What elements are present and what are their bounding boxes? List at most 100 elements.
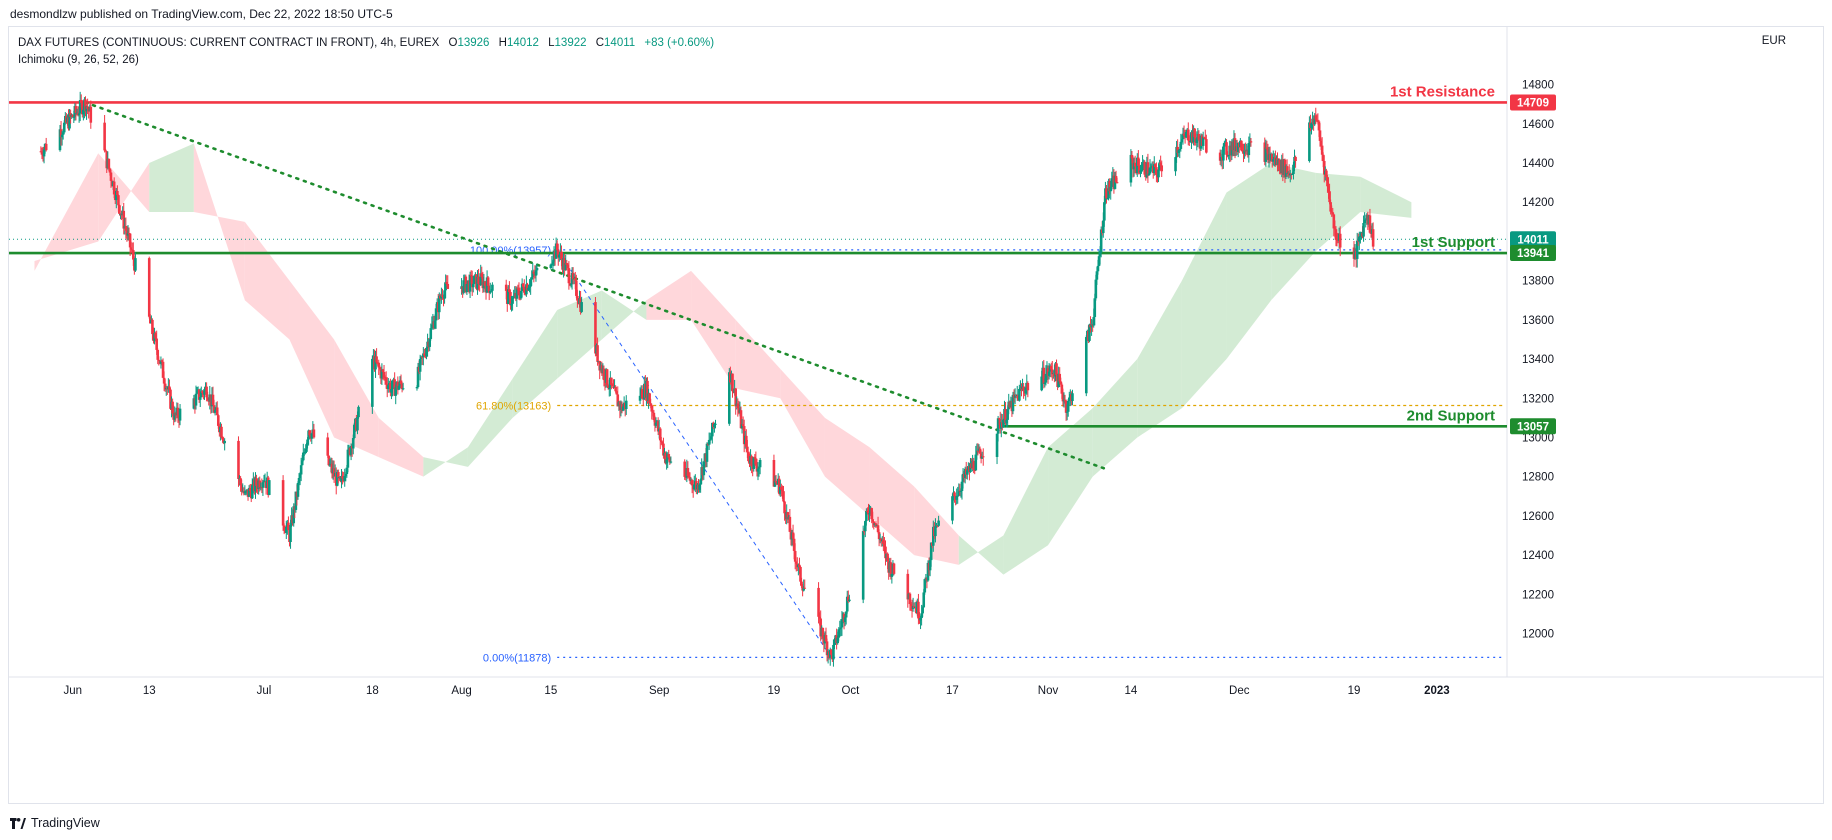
candle-bear bbox=[1055, 363, 1058, 376]
candle-bear bbox=[1314, 115, 1318, 120]
cloud-segment bbox=[467, 378, 513, 467]
candle-bull bbox=[1264, 147, 1268, 162]
candle-bear bbox=[648, 393, 651, 404]
time-tick-label: Jul bbox=[257, 685, 272, 697]
candle-bull bbox=[68, 113, 71, 129]
candle-bull bbox=[527, 287, 530, 291]
cloud-segment bbox=[958, 535, 1004, 575]
symbol-name[interactable]: DAX FUTURES (CONTINUOUS: CURRENT CONTRAC… bbox=[18, 37, 440, 49]
candle-bull bbox=[1097, 256, 1101, 266]
candle-bear bbox=[602, 368, 606, 381]
candle-bull bbox=[1362, 223, 1365, 237]
candle-bull bbox=[1067, 397, 1071, 401]
candle-bear bbox=[555, 243, 559, 251]
candle-bear bbox=[400, 384, 404, 390]
candle-bear bbox=[112, 181, 116, 195]
candle-bull bbox=[488, 291, 492, 293]
candle-bull bbox=[213, 410, 217, 413]
candle-bear bbox=[237, 440, 240, 480]
candle-bull bbox=[1157, 169, 1160, 178]
candle-bull bbox=[294, 491, 298, 510]
candle-bull bbox=[951, 496, 954, 521]
price-tick-label: 12000 bbox=[1522, 628, 1554, 640]
candle-bull bbox=[1094, 279, 1098, 299]
price-tag-label: 13941 bbox=[1517, 248, 1550, 260]
candle-bull bbox=[126, 233, 130, 236]
candle-bull bbox=[195, 390, 199, 394]
candle-bear bbox=[736, 403, 740, 409]
cloud-segment bbox=[1003, 447, 1049, 575]
candle-bear bbox=[156, 349, 160, 360]
candle-bull bbox=[250, 485, 254, 499]
currency-label[interactable]: EUR bbox=[1761, 35, 1786, 47]
candle-bull bbox=[1065, 411, 1069, 413]
candle-bull bbox=[569, 284, 573, 286]
cloud-segment bbox=[1226, 163, 1272, 360]
cloud-segment bbox=[1048, 408, 1093, 546]
candle-bear bbox=[1146, 162, 1150, 176]
candle-bear bbox=[1143, 161, 1147, 175]
fib-level-label: 0.00%(11878) bbox=[483, 652, 551, 664]
candle-bear bbox=[821, 627, 825, 639]
candle-bear bbox=[197, 389, 201, 400]
cloud-segment bbox=[557, 290, 602, 379]
candle-bull bbox=[1364, 219, 1367, 221]
price-tick-label: 13800 bbox=[1522, 276, 1554, 288]
cloud-segment bbox=[869, 447, 915, 556]
candle-bear bbox=[117, 195, 120, 206]
candle-bull bbox=[529, 279, 532, 287]
indicator-row[interactable]: Ichimoku (9, 26, 52, 26) bbox=[18, 52, 714, 69]
candle-bear bbox=[332, 468, 336, 477]
candle-bear bbox=[59, 129, 63, 138]
footer-brand[interactable]: TradingView bbox=[31, 816, 100, 830]
candle-bear bbox=[384, 377, 388, 384]
candle-bear bbox=[327, 455, 331, 466]
candle-bear bbox=[800, 581, 803, 587]
candle-bear bbox=[1315, 119, 1319, 122]
candle-bull bbox=[1047, 371, 1051, 376]
candle-bull bbox=[468, 274, 472, 292]
candle-bear bbox=[399, 380, 403, 385]
candle-bear bbox=[1329, 202, 1332, 212]
candle-bear bbox=[1058, 373, 1062, 382]
indicator-name[interactable]: Ichimoku (9, 26, 52, 26) bbox=[18, 54, 139, 66]
high-label: H bbox=[498, 37, 507, 49]
candle-bear bbox=[786, 512, 790, 520]
candle-bear bbox=[662, 443, 665, 456]
candle-bull bbox=[1358, 236, 1361, 242]
candle-bear bbox=[1130, 154, 1134, 159]
candle-bull bbox=[397, 385, 401, 390]
candle-bull bbox=[434, 308, 438, 321]
candle-bear bbox=[576, 295, 579, 301]
candle-bear bbox=[1042, 367, 1046, 384]
candle-bear bbox=[1328, 191, 1331, 203]
low-value: 13922 bbox=[554, 37, 587, 49]
candle-bear bbox=[793, 550, 797, 562]
candle-bull bbox=[1223, 142, 1226, 147]
candle-bear bbox=[746, 446, 749, 452]
candle-bull bbox=[335, 472, 339, 486]
candle-bear bbox=[508, 289, 511, 293]
candle-bull bbox=[922, 592, 926, 608]
candle-bull bbox=[1066, 400, 1070, 412]
candle-bear bbox=[594, 302, 597, 354]
candle-bull bbox=[531, 271, 535, 278]
candle-bull bbox=[1158, 162, 1161, 170]
candle-bull bbox=[344, 474, 348, 476]
candle-bull bbox=[510, 303, 513, 306]
candle-bull bbox=[698, 484, 701, 490]
candle-bull bbox=[300, 460, 304, 466]
candle-bear bbox=[652, 412, 656, 420]
candle-bull bbox=[1005, 419, 1008, 424]
candle-bear bbox=[750, 456, 753, 467]
support-label: 1st Support bbox=[1412, 234, 1495, 251]
candle-bull bbox=[430, 324, 434, 329]
candle-bear bbox=[1241, 150, 1244, 152]
candle-bull bbox=[549, 264, 553, 268]
cloud-segment bbox=[1181, 192, 1227, 409]
candle-bull bbox=[702, 461, 706, 476]
candle-bear bbox=[312, 429, 316, 438]
candle-bull bbox=[1141, 163, 1144, 171]
candle-bear bbox=[206, 397, 209, 401]
